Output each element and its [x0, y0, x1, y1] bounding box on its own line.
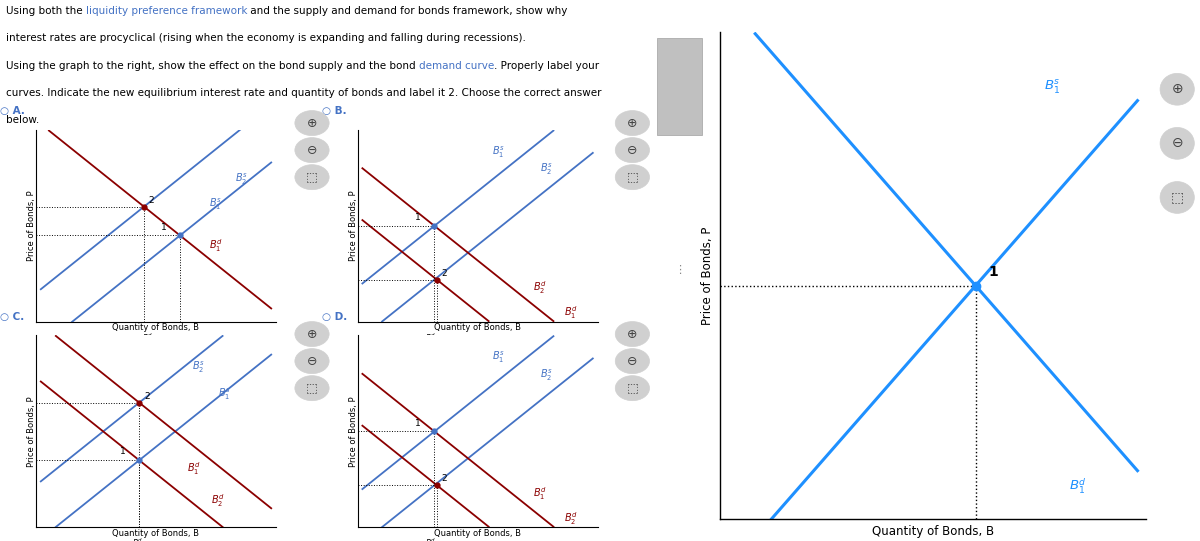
Circle shape: [616, 110, 649, 136]
Text: ⊖: ⊖: [1171, 136, 1183, 150]
Text: ⬚: ⬚: [306, 170, 318, 184]
Text: 1: 1: [415, 419, 421, 428]
Text: $B_2^d$: $B_2^d$: [427, 346, 438, 361]
Text: $B_2^d$: $B_2^d$: [211, 493, 224, 510]
Text: ⬚: ⬚: [626, 381, 638, 395]
Text: $B_2^d$: $B_2^d$: [533, 279, 546, 296]
Circle shape: [295, 321, 329, 347]
X-axis label: Quantity of Bonds, B: Quantity of Bonds, B: [434, 324, 521, 332]
Text: 1: 1: [415, 213, 421, 222]
Circle shape: [616, 375, 649, 401]
X-axis label: Quantity of Bonds, B: Quantity of Bonds, B: [434, 529, 521, 538]
Text: 2: 2: [149, 196, 155, 205]
Text: 2: 2: [144, 392, 150, 401]
Circle shape: [616, 164, 649, 190]
Circle shape: [616, 321, 649, 347]
Text: $B_2^d$: $B_2^d$: [425, 536, 436, 541]
Text: $B_1^s$: $B_1^s$: [1044, 79, 1061, 96]
Y-axis label: Price of Bonds, P: Price of Bonds, P: [348, 190, 358, 261]
Circle shape: [295, 110, 329, 136]
Text: 1: 1: [989, 265, 998, 279]
Text: $B_2^d$: $B_2^d$: [564, 510, 577, 527]
Text: . Properly label your: . Properly label your: [494, 61, 599, 71]
Text: interest rates are procyclical (rising when the economy is expanding and falling: interest rates are procyclical (rising w…: [6, 34, 526, 43]
Text: ⊖: ⊖: [307, 143, 317, 157]
Text: $B_1^s$: $B_1^s$: [218, 386, 232, 402]
Circle shape: [1160, 74, 1194, 105]
Text: liquidity preference framework: liquidity preference framework: [86, 6, 247, 16]
Text: demand curve: demand curve: [419, 61, 494, 71]
Text: $B_2^s$: $B_2^s$: [235, 171, 248, 187]
Text: ⬚: ⬚: [306, 381, 318, 395]
Circle shape: [295, 137, 329, 163]
Y-axis label: Price of Bonds, P: Price of Bonds, P: [28, 190, 36, 261]
Text: ⊖: ⊖: [628, 143, 637, 157]
Text: $B_2^s$: $B_2^s$: [540, 367, 553, 382]
Text: $B_1^d$: $B_1^d$: [187, 460, 200, 477]
Text: Using the graph to the right, show the effect on the bond supply and the bond: Using the graph to the right, show the e…: [6, 61, 419, 71]
Circle shape: [1160, 128, 1194, 159]
Text: ⬚: ⬚: [1171, 190, 1183, 204]
Y-axis label: Price of Bonds, P: Price of Bonds, P: [702, 227, 714, 325]
Circle shape: [295, 375, 329, 401]
Text: 2: 2: [442, 269, 448, 278]
Circle shape: [616, 348, 649, 374]
Text: ⊕: ⊕: [1171, 82, 1183, 96]
Text: ⊕: ⊕: [307, 116, 317, 130]
Text: $B_1^d$: $B_1^d$: [533, 485, 546, 502]
Text: $B_2^s$: $B_2^s$: [540, 162, 553, 177]
Circle shape: [616, 137, 649, 163]
Text: ○ A.: ○ A.: [0, 107, 25, 116]
X-axis label: Quantity of Bonds, B: Quantity of Bonds, B: [113, 324, 199, 332]
Text: ⊕: ⊕: [628, 116, 637, 130]
Text: 1: 1: [161, 223, 167, 232]
X-axis label: Quantity of Bonds, B: Quantity of Bonds, B: [872, 525, 994, 538]
Text: $B_1^d$: $B_1^d$: [132, 536, 143, 541]
Circle shape: [1160, 182, 1194, 213]
Text: Using both the: Using both the: [6, 6, 86, 16]
Text: $B_1^d$: $B_1^d$: [1069, 476, 1087, 496]
Text: curves. Indicate the new equilibrium interest rate and quantity of bonds and lab: curves. Indicate the new equilibrium int…: [6, 88, 601, 98]
Text: ⊕: ⊕: [307, 327, 317, 341]
Text: ○ C.: ○ C.: [0, 312, 24, 322]
Circle shape: [295, 164, 329, 190]
X-axis label: Quantity of Bonds, B: Quantity of Bonds, B: [113, 529, 199, 538]
Text: $B_1^s$: $B_1^s$: [492, 144, 505, 160]
Circle shape: [295, 348, 329, 374]
Text: ⊕: ⊕: [628, 327, 637, 341]
Text: $B_1^s$: $B_1^s$: [209, 196, 222, 212]
Text: ⬚: ⬚: [626, 170, 638, 184]
Text: 2: 2: [442, 474, 448, 483]
Text: $B_2^s$: $B_2^s$: [192, 360, 205, 375]
Text: ○ D.: ○ D.: [322, 312, 347, 322]
Text: below.: below.: [6, 115, 40, 126]
Y-axis label: Price of Bonds, P: Price of Bonds, P: [348, 396, 358, 467]
Text: ○ B.: ○ B.: [322, 107, 347, 116]
Text: ⋮: ⋮: [673, 266, 685, 275]
Text: $B_1^d$: $B_1^d$: [209, 237, 222, 254]
Text: ⊖: ⊖: [628, 354, 637, 368]
Text: ⊖: ⊖: [307, 354, 317, 368]
Text: 1: 1: [120, 447, 126, 457]
Text: $B_1^d$: $B_1^d$: [564, 305, 577, 321]
Text: $B_1^s$: $B_1^s$: [492, 350, 505, 365]
Text: and the supply and demand for bonds framework, show why: and the supply and demand for bonds fram…: [247, 6, 568, 16]
Text: $B_2^d$: $B_2^d$: [142, 331, 152, 346]
Bar: [656, 38, 702, 135]
Y-axis label: Price of Bonds, P: Price of Bonds, P: [28, 396, 36, 467]
Text: $B_1^d$: $B_1^d$: [425, 331, 436, 346]
